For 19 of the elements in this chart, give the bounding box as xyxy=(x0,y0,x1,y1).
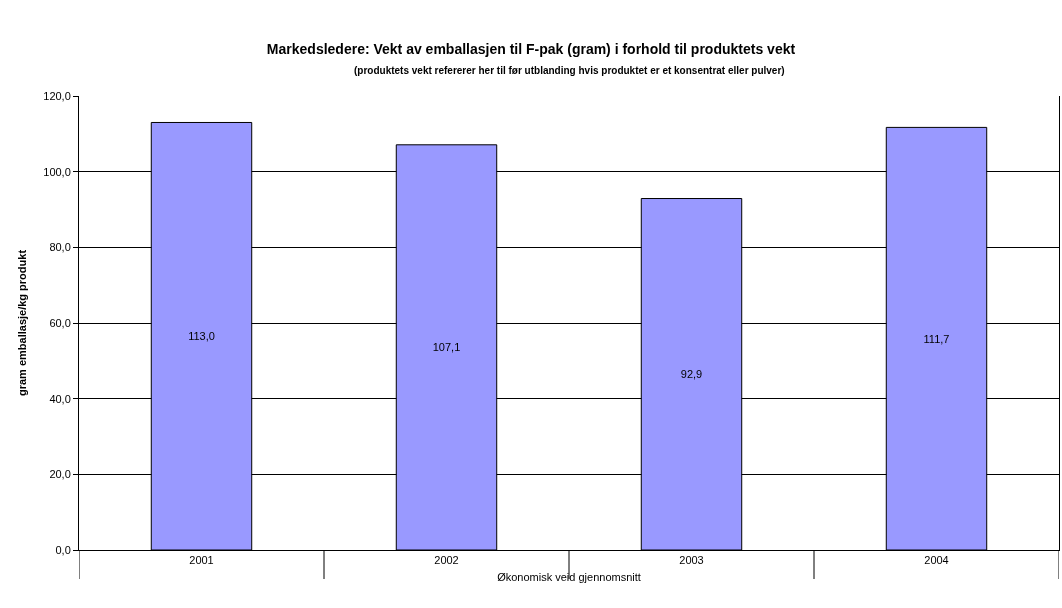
data-label: 92,9 xyxy=(680,368,703,381)
y-tick-label: 40,0 xyxy=(49,392,71,405)
chart-subtitle: (produktets vekt refererer her til før utblanding hvis produktet er et konsentrat eller pulver) xyxy=(354,65,785,76)
x-tick-label: 2004 xyxy=(924,554,949,567)
x-tick-label: 2002 xyxy=(434,554,459,567)
data-label: 111,7 xyxy=(923,332,950,345)
x-axis-title: Økonomisk veid gjennomsnitt xyxy=(497,571,641,584)
y-tick-label: 60,0 xyxy=(49,316,71,329)
chart-title: Markedsledere: Vekt av emballasjen til F-pak (gram) i forhold til produktets vekt xyxy=(266,40,796,57)
data-label: 107,1 xyxy=(432,341,461,354)
y-tick-label: 100,0 xyxy=(43,165,71,178)
x-tick-label: 2003 xyxy=(679,554,704,567)
y-tick-label: 0,0 xyxy=(55,543,71,556)
y-axis-title: gram emballasje/kg produkt xyxy=(15,249,28,397)
y-tick-label: 80,0 xyxy=(49,241,71,254)
x-tick-label: 2001 xyxy=(189,554,214,567)
y-tick-label: 120,0 xyxy=(43,89,71,102)
y-tick-label: 20,0 xyxy=(49,468,71,481)
data-label: 113,0 xyxy=(188,330,215,343)
